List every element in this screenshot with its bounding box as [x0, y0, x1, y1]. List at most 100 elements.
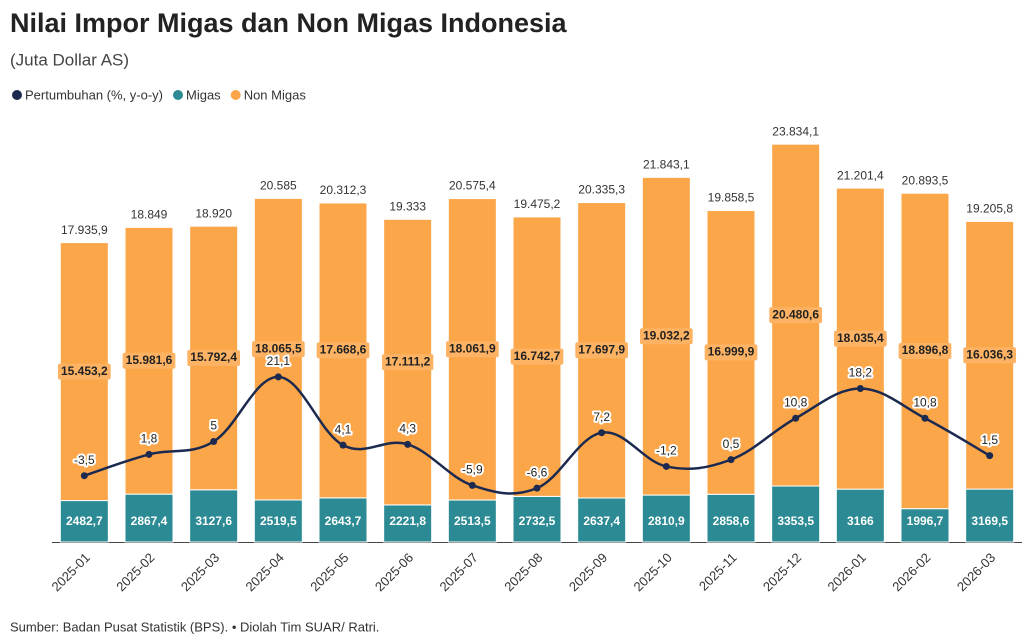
bar-segment [383, 504, 433, 543]
total-label: 21.201,4 [837, 168, 884, 182]
total-label: 20.575,4 [449, 179, 496, 193]
total-label: 19.205,8 [966, 202, 1013, 216]
source-note: Sumber: Badan Pusat Statistik (BPS). • D… [10, 619, 379, 634]
x-tick-label: 2025-07 [437, 550, 481, 594]
label-box [704, 344, 758, 361]
label-box [575, 342, 629, 359]
total-label: 21.843,1 [643, 158, 690, 172]
x-tick-label: 2026-01 [825, 550, 869, 594]
label-box [769, 307, 823, 324]
bar-segment [771, 485, 821, 543]
growth-point [986, 452, 994, 460]
growth-point [792, 414, 800, 422]
bar-segment [512, 495, 562, 543]
legend-label: Non Migas [244, 87, 307, 102]
legend-marker [12, 90, 22, 100]
migas-label: 1996,7 [907, 514, 944, 528]
legend-marker [173, 90, 183, 100]
total-label: 20.893,5 [902, 173, 949, 187]
label-box [898, 342, 952, 359]
label-box [445, 341, 499, 358]
x-tick-label: 2025-02 [113, 550, 157, 594]
growth-label: 7,2 [593, 410, 610, 424]
label-box [639, 328, 693, 345]
bar-segment [641, 494, 691, 543]
migas-label: 2858,6 [713, 514, 750, 528]
label-box [122, 352, 176, 369]
total-label: 19.333 [389, 199, 426, 213]
non-migas-label: 16.999,9 [708, 345, 755, 359]
label-box [833, 330, 887, 347]
total-label: 18.849 [131, 208, 168, 222]
non-migas-label: 20.480,6 [772, 307, 819, 321]
x-tick-label: 2025-09 [566, 550, 610, 594]
growth-point [274, 373, 282, 381]
growth-label: -3,5 [74, 453, 95, 467]
non-migas-label: 18.896,8 [902, 343, 949, 357]
non-migas-label: 18.065,5 [255, 341, 302, 355]
migas-label: 2637,4 [583, 514, 620, 528]
bar-segment [59, 500, 109, 543]
bar-segment [447, 499, 497, 543]
chart-title: Nilai Impor Migas dan Non Migas Indonesi… [10, 8, 568, 38]
non-migas-label: 15.981,6 [126, 353, 173, 367]
bar-segment [189, 489, 239, 543]
label-box [963, 347, 1017, 364]
growth-label: 1,5 [981, 433, 998, 447]
growth-label: 18,2 [849, 366, 873, 380]
non-migas-label: 17.668,6 [320, 343, 367, 357]
bar-segment [965, 488, 1015, 543]
migas-label: 2810,9 [648, 514, 685, 528]
non-migas-label: 17.111,2 [385, 354, 431, 368]
growth-point [598, 429, 606, 437]
total-label: 20.335,3 [578, 183, 625, 197]
chart-subtitle: (Juta Dollar AS) [10, 50, 129, 69]
growth-label: 21,1 [267, 354, 291, 368]
total-label: 19.475,2 [514, 197, 561, 211]
x-tick-label: 2025-05 [307, 550, 351, 594]
bar-segment [577, 497, 627, 543]
total-label: 17.935,9 [61, 223, 108, 237]
migas-label: 3166 [847, 514, 874, 528]
growth-label: -1,2 [656, 444, 677, 458]
growth-label: 10,8 [784, 395, 808, 409]
label-box [187, 349, 241, 366]
migas-label: 2519,5 [260, 514, 297, 528]
total-label: 18.920 [195, 206, 232, 220]
growth-point [80, 472, 88, 480]
growth-label: 4,1 [335, 422, 352, 436]
bar-segment [706, 493, 756, 543]
non-migas-label: 18.035,4 [837, 331, 884, 345]
total-label: 23.834,1 [772, 124, 819, 138]
x-tick-label: 2025-03 [178, 550, 222, 594]
migas-label: 2513,5 [454, 514, 491, 528]
total-label: 20.585 [260, 179, 297, 193]
label-box [251, 341, 305, 358]
growth-label: 10,8 [913, 395, 937, 409]
x-tick-label: 2025-06 [372, 550, 416, 594]
x-tick-label: 2025-10 [631, 550, 675, 594]
label-box [381, 354, 434, 371]
growth-label: 1,8 [141, 432, 158, 446]
growth-label: 0,5 [723, 437, 740, 451]
non-migas-label: 16.036,3 [966, 347, 1013, 361]
non-migas-label: 16.742,7 [514, 349, 561, 363]
migas-label: 3169,5 [971, 514, 1008, 528]
label-box [510, 348, 564, 365]
bar-segment [835, 488, 885, 543]
x-tick-label: 2025-01 [49, 550, 93, 594]
x-tick-label: 2025-04 [243, 550, 287, 594]
growth-label: -6,6 [527, 465, 548, 479]
non-migas-label: 18.061,9 [449, 341, 496, 355]
x-tick-label: 2026-02 [889, 550, 933, 594]
non-migas-label: 15.792,4 [190, 350, 237, 364]
label-box [316, 342, 370, 359]
growth-point [533, 484, 541, 492]
migas-label: 2643,7 [325, 514, 362, 528]
growth-point [662, 462, 670, 470]
migas-label: 3353,5 [777, 514, 814, 528]
x-tick-label: 2025-08 [501, 550, 545, 594]
growth-point [404, 440, 412, 448]
